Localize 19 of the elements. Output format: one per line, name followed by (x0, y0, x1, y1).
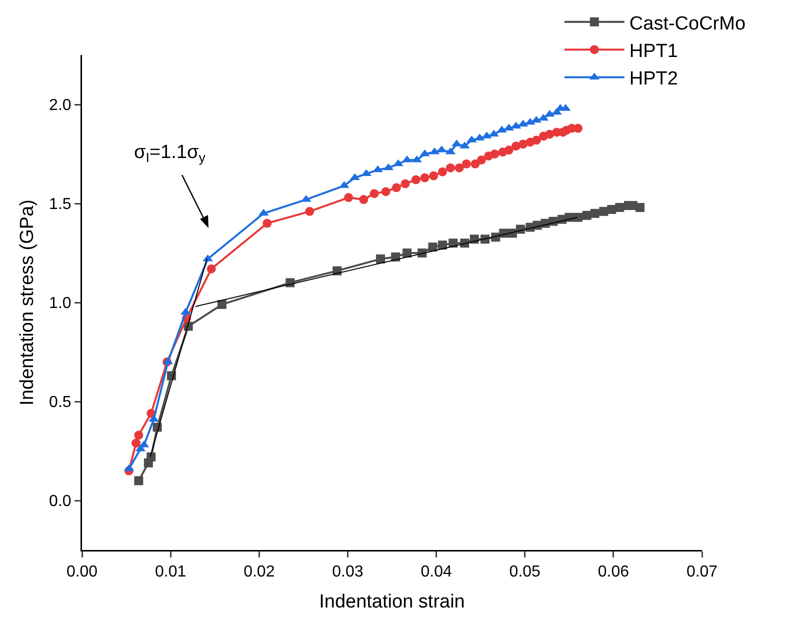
y-tick-label: 1.5 (49, 196, 72, 214)
x-tick-label: 0.07 (686, 564, 718, 581)
y-tick-label: 1.0 (49, 295, 72, 312)
annotation: σ$_{I}$=1.1σ$_{y}$ (134, 142, 206, 165)
x-tick-label: 0.00 (66, 564, 98, 581)
x-tick-label: 0.03 (332, 564, 364, 581)
x-tick-label: 0.01 (155, 564, 186, 581)
x-tick-label: 0.06 (598, 564, 630, 581)
y-axis-title: Indentation stress (GPa) (17, 200, 38, 406)
x-tick-label: 0.02 (244, 564, 275, 581)
legend-label: Cast-CoCrMo (629, 13, 746, 34)
y-tick-label: 0.5 (49, 394, 72, 412)
x-axis-title: Indentation strain (319, 591, 465, 612)
x-tick-label: 0.04 (420, 564, 452, 581)
x-tick-label: 0.05 (509, 564, 541, 581)
legend-label: HPT1 (629, 40, 678, 62)
legend-label: HPT2 (629, 68, 678, 90)
y-tick-label: 0.0 (49, 493, 72, 510)
y-tick-label: 2.0 (49, 97, 72, 114)
